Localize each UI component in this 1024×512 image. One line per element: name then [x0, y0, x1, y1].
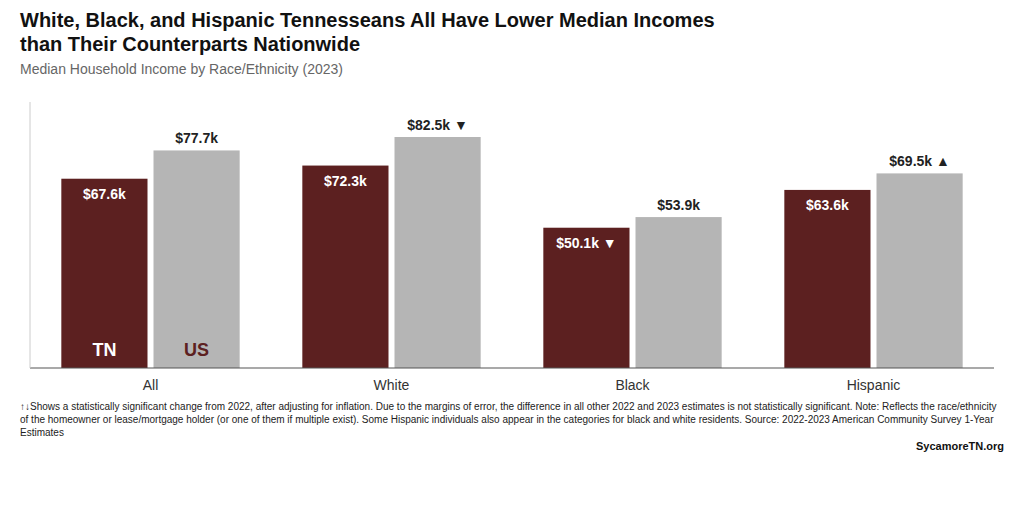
x-axis [30, 367, 994, 368]
bars [61, 137, 962, 368]
x-tick-label: Hispanic [847, 377, 901, 393]
bar [395, 137, 481, 368]
chart: $67.6k TN $77.7k US All $72.3k $82.5k ▼ White $5… [20, 80, 1004, 398]
data-label: $69.5k ▲ [889, 153, 950, 169]
data-label: $77.7k [175, 130, 218, 146]
data-label: $50.1k ▼ [556, 235, 617, 251]
source: SycamoreTN.org [20, 439, 1004, 453]
data-label: $72.3k [324, 173, 367, 189]
x-tick-label: All [143, 377, 159, 393]
title: White, Black, and Hispanic Tennesseans A… [20, 8, 740, 56]
labels: $67.6k TN $77.7k US All $72.3k $82.5k ▼ White $5… [83, 117, 950, 393]
legend-entry: US [184, 340, 209, 360]
data-label: $63.6k [806, 197, 849, 213]
y-axis [30, 102, 31, 368]
footnote: ↑↓Shows a statistically significant chan… [20, 400, 1004, 439]
subtitle: Median Household Income by Race/Ethnicit… [20, 60, 1004, 78]
page: White, Black, and Hispanic Tennesseans A… [0, 0, 1024, 512]
bar [61, 179, 147, 368]
bar [154, 150, 240, 368]
bar [543, 228, 629, 368]
bar [636, 217, 722, 368]
data-label: $82.5k ▼ [407, 117, 468, 133]
bar [877, 173, 963, 368]
legend-entry: TN [92, 340, 116, 360]
bar [784, 190, 870, 368]
x-tick-label: Black [615, 377, 650, 393]
bar [302, 166, 388, 368]
x-tick-label: White [374, 377, 410, 393]
data-label: $53.9k [657, 197, 700, 213]
data-label: $67.6k [83, 186, 126, 202]
